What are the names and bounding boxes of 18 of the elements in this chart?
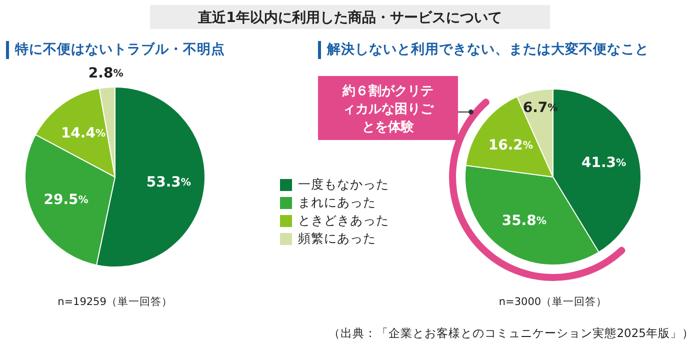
legend-label: まれにあった [298,194,376,210]
legend-label: 一度もなかった [298,176,389,192]
data-label: 29.5% [44,192,88,208]
text: （出典：「企業とお客様とのコミュニケーション実態2025年版」） [328,326,694,340]
text: 約６割がクリティカルな困りごとを体験 [342,83,434,135]
chart-subtitle: 特に不便はないトラブル・不明点 [14,40,225,58]
chart-title: 解決しないと利用できない、または大変不便なこと [326,40,649,58]
legend-label: ときどきあった [298,212,389,228]
chart-title: 直近1年以内に利用した商品・サービスについて [197,8,502,26]
data-label: 14.4% [60,125,106,142]
data-label: 53.3% [146,174,192,190]
data-label: 35.8% [502,213,546,230]
data-label: 2.8% [88,65,124,82]
text: n=3000（単一回答） [498,296,608,308]
legend-label: 頻繁にあった [298,230,376,246]
text: n=19259（単一回答） [58,296,172,308]
data-label: 41.3% [582,154,626,171]
data-label: 16.2% [488,137,534,154]
